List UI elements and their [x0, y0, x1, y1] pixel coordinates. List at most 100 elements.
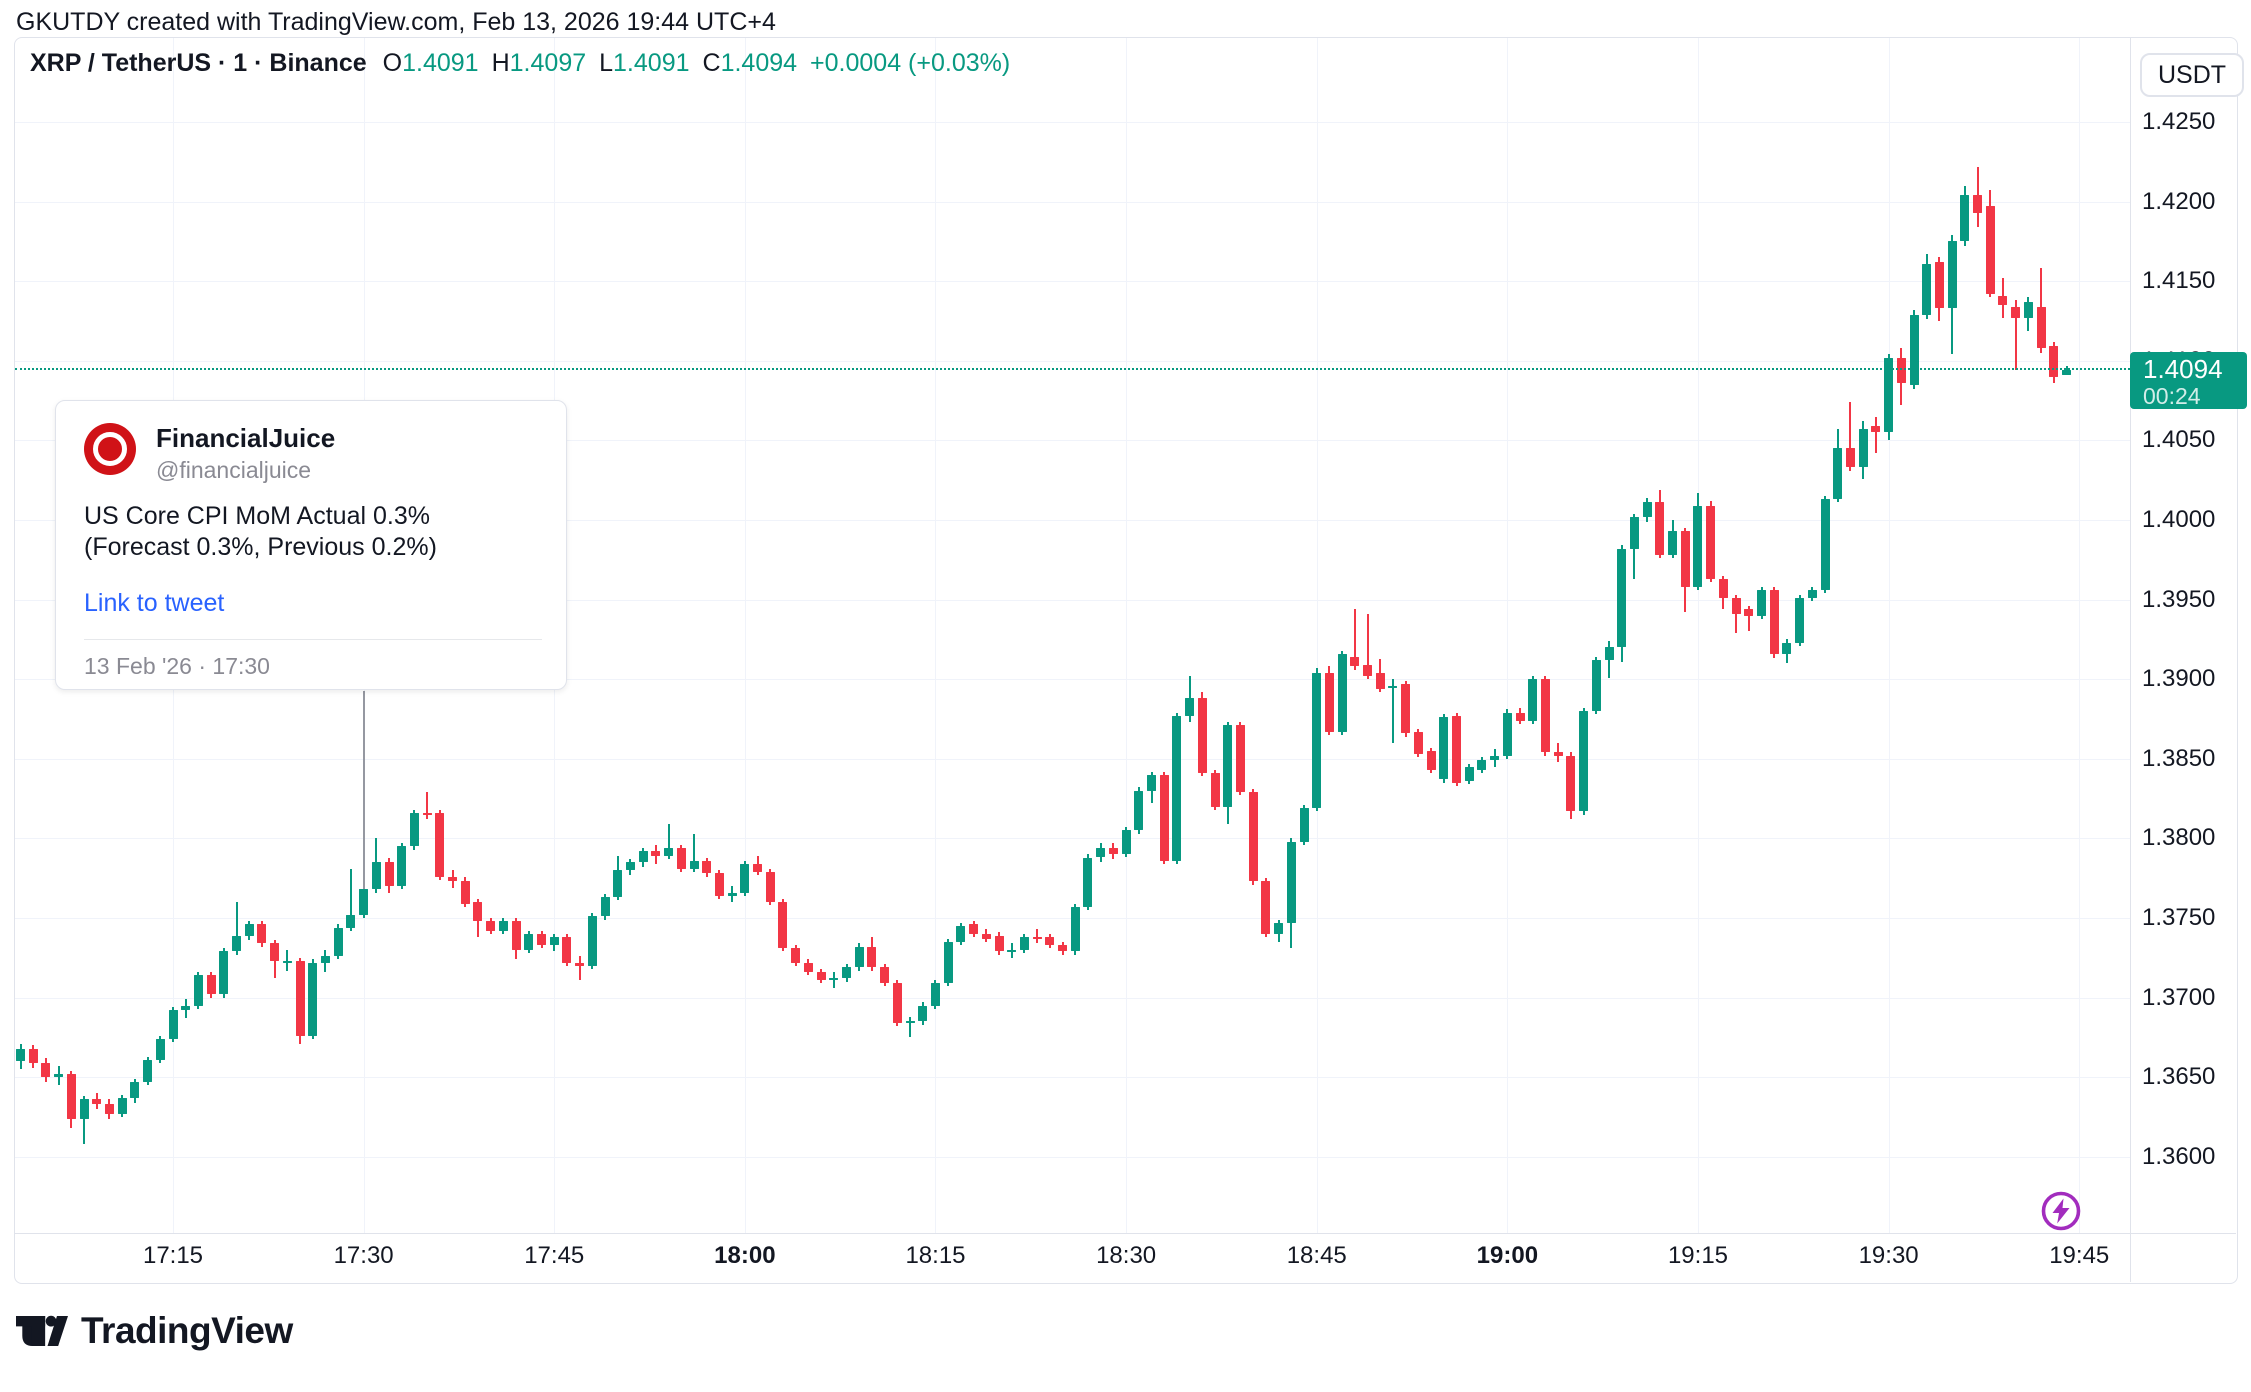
candle — [1426, 750, 1436, 770]
symbol-legend[interactable]: XRP / TetherUS · 1 · Binance O1.4091 H1.40… — [30, 49, 1010, 78]
price-gridline — [15, 679, 2130, 681]
candle — [1121, 830, 1131, 855]
avatar-ring-icon — [93, 432, 127, 466]
candle — [1502, 712, 1512, 756]
candle — [1108, 847, 1118, 855]
ohlc-low-value: 1.4091 — [613, 49, 690, 77]
candle — [2062, 370, 2072, 376]
candle-wick — [1353, 609, 1356, 670]
candle — [257, 924, 267, 944]
candle — [155, 1038, 165, 1060]
candle — [549, 937, 559, 946]
candle — [1324, 672, 1334, 732]
candle — [473, 902, 483, 922]
tradingview-logo[interactable]: TradingView — [16, 1310, 293, 1352]
price-axis-label: 1.3950 — [2142, 585, 2216, 613]
candle — [1629, 516, 1639, 549]
ohlc-high-label: H — [491, 49, 510, 77]
candle — [1947, 241, 1957, 309]
candle — [613, 870, 623, 898]
candle — [740, 863, 750, 893]
candle — [143, 1059, 153, 1082]
news-annotation-line — [363, 691, 365, 889]
price-axis-label: 1.3700 — [2142, 983, 2216, 1011]
candle-wick — [1366, 613, 1369, 680]
ohlc-low-label: L — [599, 49, 614, 77]
candle — [1223, 725, 1233, 807]
candle — [1757, 590, 1767, 616]
price-gridline — [15, 1156, 2130, 1158]
candle — [1579, 711, 1589, 812]
candle-wick — [1391, 679, 1394, 743]
candle — [219, 951, 229, 995]
candle — [308, 962, 318, 1036]
candle-wick — [349, 868, 352, 931]
candle — [524, 933, 534, 950]
candle — [168, 1010, 178, 1039]
candle — [92, 1099, 102, 1105]
candle — [181, 1005, 191, 1011]
time-gridline — [1316, 38, 1318, 1233]
candle-wick — [2065, 365, 2068, 376]
candle — [1960, 195, 1970, 242]
candle — [1210, 773, 1220, 807]
time-gridline — [2079, 38, 2081, 1233]
candle — [842, 967, 852, 979]
candle-wick — [578, 956, 581, 981]
price-gridline — [15, 360, 2130, 362]
candle — [600, 897, 610, 917]
price-gridline — [15, 1077, 2130, 1079]
price-axis-label: 1.4050 — [2142, 426, 2216, 454]
candle — [575, 962, 585, 966]
candle — [1528, 679, 1538, 721]
time-axis-label: 17:15 — [142, 1242, 204, 1269]
price-gridline — [15, 997, 2130, 999]
candle — [1833, 448, 1843, 500]
candle — [41, 1062, 51, 1078]
candle — [1019, 937, 1029, 950]
price-axis-label: 1.3600 — [2142, 1142, 2216, 1170]
price-change: +0.0004 (+0.03%) — [810, 49, 1011, 77]
time-axis-label: 18:15 — [905, 1242, 966, 1269]
time-gridline — [1697, 38, 1699, 1233]
attribution-text: GKUTDY created with TradingView.com, Feb… — [16, 8, 776, 36]
candle — [765, 871, 775, 903]
candle — [1172, 715, 1182, 861]
candle — [727, 892, 737, 896]
candle-wick — [693, 833, 696, 872]
candle — [854, 946, 864, 968]
alert-lightning-marker[interactable] — [2039, 1189, 2083, 1233]
currency-button[interactable]: USDT — [2140, 53, 2244, 97]
time-axis-label: 19:30 — [1858, 1242, 1919, 1269]
ohlc-close-label: C — [702, 49, 721, 77]
candle — [1998, 295, 2008, 306]
candle-wick — [1747, 605, 1750, 632]
candle — [816, 972, 826, 981]
candle — [1401, 683, 1411, 734]
news-divider — [84, 639, 542, 640]
candle — [511, 921, 521, 950]
price-gridline — [15, 440, 2130, 442]
current-price-tag: 1.4094 00:24 — [2130, 352, 2247, 409]
symbol-title[interactable]: XRP / TetherUS · 1 · Binance — [30, 49, 367, 77]
candle — [1134, 790, 1144, 831]
candle — [1769, 590, 1779, 654]
candle — [537, 933, 547, 946]
candle — [1718, 578, 1728, 598]
candle — [714, 873, 724, 896]
time-axis-label: 19:00 — [1476, 1242, 1539, 1269]
candle — [994, 935, 1004, 952]
tradingview-mark-icon — [16, 1315, 68, 1346]
candle — [460, 881, 470, 904]
candle — [981, 933, 991, 939]
current-price-value: 1.4094 — [2143, 354, 2223, 384]
candle — [435, 812, 445, 877]
link-to-tweet[interactable]: Link to tweet — [84, 589, 225, 617]
candle — [1896, 357, 1906, 384]
candle — [689, 860, 699, 869]
candle — [918, 1005, 928, 1022]
candle — [409, 812, 419, 847]
candle — [282, 960, 292, 963]
candle — [1668, 531, 1678, 556]
